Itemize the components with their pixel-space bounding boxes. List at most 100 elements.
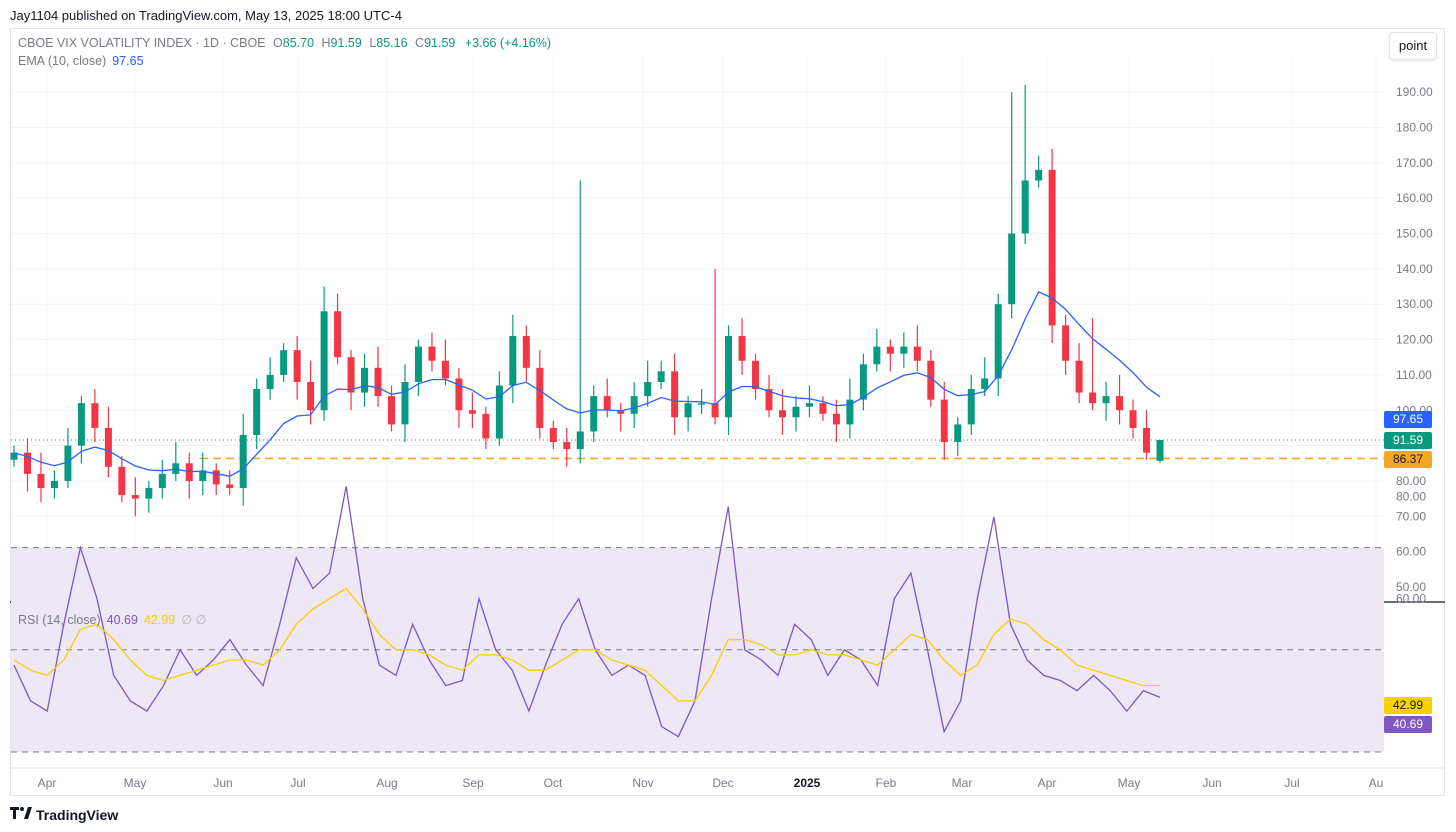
price-tick-label: 140.00	[1396, 262, 1433, 276]
time-tick-label: Apr	[1038, 776, 1057, 790]
candle-body	[994, 304, 1002, 379]
candle-body	[644, 381, 652, 397]
rsi-extra-values: ∅ ∅	[181, 613, 207, 627]
rsi-tag: 40.69	[1384, 716, 1432, 733]
ema-value: 97.65	[112, 54, 144, 68]
candle-body	[145, 488, 153, 499]
candle-body	[293, 350, 301, 382]
candle-body	[172, 463, 180, 474]
candle-body	[859, 364, 867, 400]
candle-body	[1048, 169, 1056, 326]
candle-body	[482, 413, 490, 439]
open-label: O	[273, 36, 283, 50]
candle-body	[1116, 396, 1124, 411]
candle-body	[967, 389, 975, 425]
candle-body	[414, 346, 422, 382]
candle-body	[698, 403, 706, 405]
time-tick-label: Jul	[1284, 776, 1299, 790]
chart-frame	[10, 28, 1445, 796]
time-tick-label: Jul	[290, 776, 305, 790]
candle-body	[846, 399, 854, 425]
candle-body	[927, 360, 935, 400]
candle-body	[549, 427, 557, 443]
price-tick-label: 160.00	[1396, 191, 1433, 205]
candle-body	[239, 434, 247, 489]
candle-body	[671, 371, 679, 418]
close-label: C	[415, 36, 425, 50]
candle-body	[738, 336, 746, 361]
price-tick-label: 150.00	[1396, 227, 1433, 241]
ema-label: EMA (10, close)	[18, 54, 107, 68]
price-tick-label: 110.00	[1396, 368, 1432, 382]
change-value: +3.66 (+4.16%)	[464, 36, 551, 50]
ema-price-tag: 97.65	[1384, 411, 1432, 428]
hline-price-tag: 86.37	[1384, 451, 1432, 468]
candle-body	[455, 378, 463, 411]
candle-body	[1021, 180, 1029, 234]
candle-body	[1008, 233, 1016, 305]
rsi-label: RSI (14, close)	[18, 613, 101, 627]
candle-body	[832, 413, 840, 425]
candle-body	[158, 473, 166, 489]
candle-body	[361, 367, 369, 393]
candle-body	[64, 445, 72, 481]
candle-body	[805, 403, 813, 407]
candle-body	[266, 374, 274, 390]
candle-body	[725, 336, 733, 418]
candle-body	[1156, 439, 1164, 461]
candle-body	[388, 396, 396, 425]
candle-body	[886, 346, 894, 354]
time-tick-label: 2025	[794, 776, 821, 790]
price-tick-label: 80.00	[1396, 474, 1426, 488]
price-tick-label: 130.00	[1396, 297, 1433, 311]
candle-body	[1089, 392, 1097, 404]
symbol-legend: CBOE VIX VOLATILITY INDEX · 1D · CBOE O8…	[18, 36, 551, 50]
candle-body	[1035, 169, 1043, 181]
candle-body	[711, 403, 719, 418]
low-value: 85.16	[376, 36, 408, 50]
candle-body	[428, 346, 436, 361]
close-price-tag: 91.59	[1384, 432, 1432, 449]
candle-body	[563, 442, 571, 450]
candle-body	[940, 399, 948, 443]
candle-body	[1143, 427, 1151, 453]
time-tick-label: Nov	[632, 776, 653, 790]
candle-body	[347, 357, 355, 393]
rsi-ma-line	[13, 587, 1160, 702]
candle-body	[320, 311, 328, 411]
close-value: 91.59	[424, 36, 456, 50]
tradingview-logo-icon	[10, 806, 32, 823]
time-tick-label: Mar	[952, 776, 973, 790]
rsi-legend[interactable]: RSI (14, close) 40.69 42.99 ∅ ∅	[18, 612, 207, 627]
high-label: H	[321, 36, 331, 50]
price-tick-label: 50.00	[1396, 580, 1426, 594]
time-tick-label: Oct	[544, 776, 563, 790]
time-tick-label: May	[1118, 776, 1141, 790]
candle-body	[630, 396, 638, 414]
time-tick-label: May	[124, 776, 147, 790]
candle-body	[765, 389, 773, 411]
rsi-ma-value: 42.99	[143, 613, 176, 627]
open-value: 85.70	[282, 36, 315, 50]
candle-body	[23, 452, 31, 474]
candle-body	[468, 410, 476, 414]
candle-body	[307, 381, 315, 411]
candle-body	[199, 470, 207, 481]
candle-body	[77, 403, 85, 446]
tradingview-brand[interactable]: TradingView	[10, 806, 118, 823]
point-button[interactable]: point	[1389, 32, 1437, 60]
candle-body	[401, 381, 409, 425]
rsi-ma-tag: 42.99	[1384, 697, 1432, 714]
candle-body	[441, 360, 449, 379]
candle-body	[684, 403, 692, 418]
time-tick-label: Sep	[462, 776, 484, 790]
time-tick-label: Apr	[38, 776, 57, 790]
candle-body	[253, 389, 261, 435]
candle-body	[334, 311, 342, 358]
price-tick-label: 190.00	[1396, 85, 1433, 99]
candle-body	[873, 346, 881, 365]
time-tick-label: Au	[1369, 776, 1384, 790]
ema-legend[interactable]: EMA (10, close) 97.65	[18, 54, 144, 68]
candle-body	[900, 346, 908, 354]
